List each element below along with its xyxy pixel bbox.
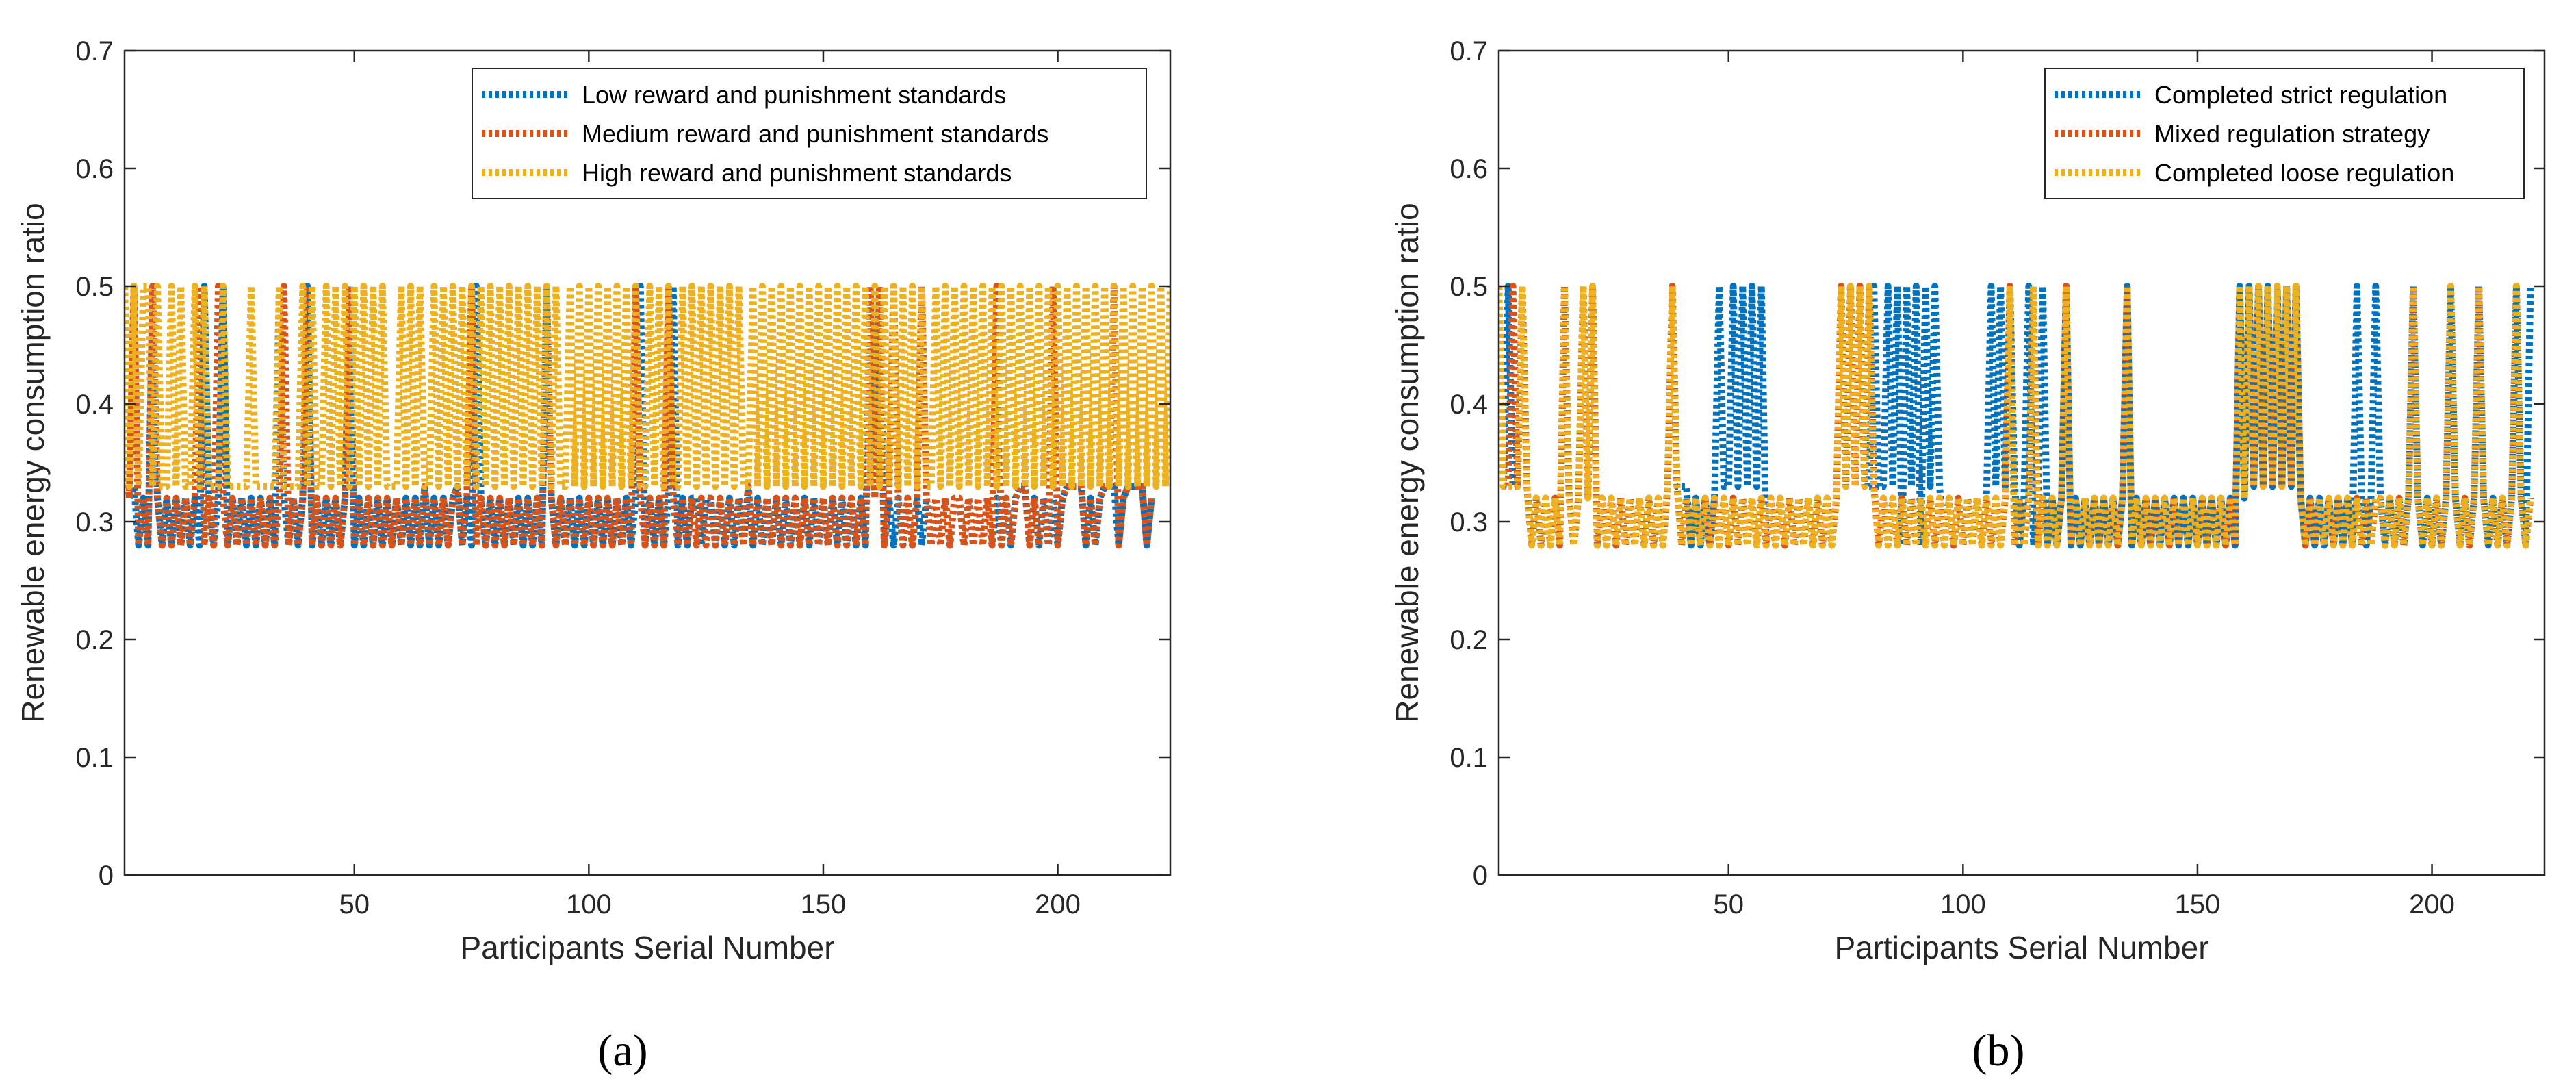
y-tick-label: 0.4	[75, 390, 114, 420]
y-tick-label: 0.7	[1450, 36, 1488, 66]
legend: Completed strict regulation Mixed regulat…	[2044, 68, 2525, 199]
panel-caption-a: (a)	[597, 1026, 647, 1076]
legend-label-3: Completed loose regulation	[2154, 159, 2454, 187]
x-tick-label: 200	[2409, 889, 2455, 920]
x-tick-label: 150	[801, 889, 847, 920]
legend-label-3: High reward and punishment standards	[582, 159, 1012, 187]
y-tick-label: 0.1	[75, 743, 114, 773]
panel-caption-b: (b)	[1972, 1026, 2025, 1076]
y-axis-label: Renewable energy consumption ratio	[15, 203, 51, 722]
y-axis-label: Renewable energy consumption ratio	[1389, 203, 1425, 722]
legend-box	[472, 68, 1147, 199]
legend-label-2: Mixed regulation strategy	[2154, 120, 2430, 148]
y-tick-label: 0.3	[75, 507, 114, 537]
y-tick-label: 0.3	[1450, 507, 1488, 537]
legend-label-2: Medium reward and punishment standards	[582, 120, 1048, 148]
x-tick-label: 50	[1713, 889, 1744, 920]
x-tick-label: 200	[1035, 889, 1081, 920]
x-tick-label: 50	[339, 889, 370, 920]
x-tick-label: 100	[1940, 889, 1986, 920]
series-line-2	[125, 283, 1155, 549]
series-line-3	[1499, 283, 2534, 549]
y-tick-label: 0.2	[75, 625, 114, 655]
axes-box	[1497, 49, 2546, 876]
chart-panel-a: 0 0.1 0.2 0.3 0.4 0.5 0.6 0.7 50 100 150 200 Partici…	[15, 36, 1172, 1076]
y-tick-label: 0.2	[1450, 625, 1488, 655]
y-tick-label: 0	[1473, 861, 1488, 891]
legend-label-1: Completed strict regulation	[2154, 81, 2447, 109]
y-tick-label: 0.1	[1450, 743, 1488, 773]
y-tick-label: 0.6	[1450, 154, 1488, 184]
series-line-3	[125, 283, 1170, 490]
legend-label-1: Low reward and punishment standards	[582, 81, 1006, 109]
y-tick-label: 0	[99, 861, 114, 891]
y-tick-label: 0.5	[75, 272, 114, 302]
x-axis-label: Participants Serial Number	[460, 930, 834, 965]
y-tick-label: 0.4	[1450, 390, 1488, 420]
y-tick-label: 0.6	[75, 154, 114, 184]
axes-box	[123, 49, 1172, 876]
x-tick-label: 150	[2175, 889, 2221, 920]
x-axis-label: Participants Serial Number	[1834, 930, 2208, 965]
y-tick-label: 0.5	[1450, 272, 1488, 302]
x-tick-label: 100	[566, 889, 612, 920]
y-tick-label: 0.7	[75, 36, 114, 66]
legend: Low reward and punishment standards Mediu…	[472, 68, 1147, 199]
chart-panel-b: 0 0.1 0.2 0.3 0.4 0.5 0.6 0.7 50 100 150 200 Partici…	[1389, 36, 2546, 1076]
